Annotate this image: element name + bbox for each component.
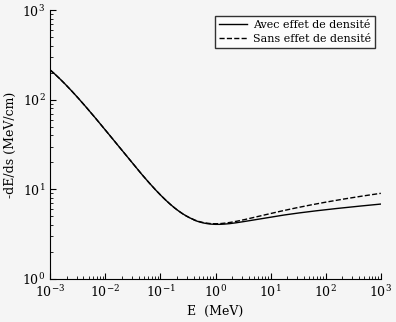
Sans effet de densité xyxy=(105,131,110,135)
Y-axis label: -dE/ds (MeV/cm): -dE/ds (MeV/cm) xyxy=(4,91,17,198)
Sans effet de densité xyxy=(175,208,179,212)
Avec effet de densité xyxy=(189,217,194,221)
Line: Sans effet de densité: Sans effet de densité xyxy=(50,70,381,224)
Sans effet de densité xyxy=(86,107,90,111)
Line: Avec effet de densité: Avec effet de densité xyxy=(50,70,381,224)
Sans effet de densité xyxy=(337,198,341,202)
Sans effet de densité xyxy=(213,222,218,226)
Avec effet de densité xyxy=(379,202,383,206)
Avec effet de densité xyxy=(175,208,179,212)
Avec effet de densité xyxy=(86,107,90,111)
Avec effet de densité xyxy=(372,203,377,207)
X-axis label: E  (MeV): E (MeV) xyxy=(187,305,244,318)
Sans effet de densité xyxy=(372,192,377,196)
Avec effet de densité xyxy=(215,223,220,226)
Sans effet de densité xyxy=(189,217,194,221)
Avec effet de densité xyxy=(105,131,110,135)
Sans effet de densité xyxy=(379,191,383,195)
Avec effet de densité xyxy=(48,68,53,72)
Avec effet de densité xyxy=(337,206,341,210)
Sans effet de densité xyxy=(48,68,53,72)
Legend: Avec effet de densité, Sans effet de densité: Avec effet de densité, Sans effet de den… xyxy=(215,16,375,48)
